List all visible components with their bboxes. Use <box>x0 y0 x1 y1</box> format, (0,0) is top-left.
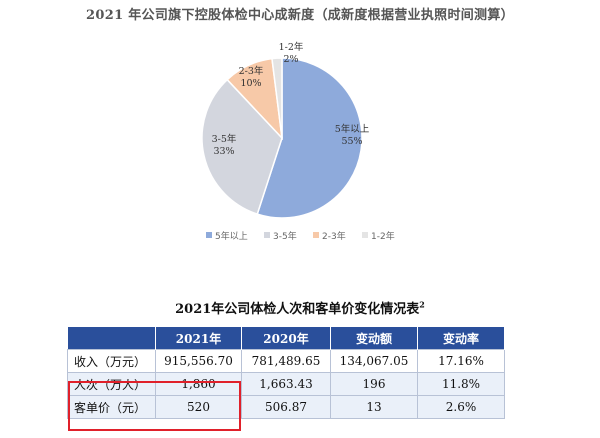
legend-swatch <box>313 232 319 238</box>
table-title-text: 2021年公司体检人次和客单价变化情况表 <box>175 302 420 317</box>
footnote-marker: 2 <box>419 299 425 310</box>
data-table: 2021年 2020年 变动额 变动率 收入（万元） 915,556.70 78… <box>67 327 505 419</box>
row-label: 收入（万元） <box>67 349 156 373</box>
pie-slice <box>256 57 363 219</box>
table-cell: 1,860 <box>155 372 242 396</box>
table-cell: 915,556.70 <box>155 349 242 373</box>
legend-swatch <box>264 232 270 238</box>
table-row: 人次（万人） 1,860 1,663.43 196 11.8% <box>67 372 505 396</box>
slice-category-label: 3-5年 <box>212 133 237 145</box>
header-cell-change-rate: 变动率 <box>417 327 505 350</box>
table-title: 2021年公司体检人次和客单价变化情况表2 <box>0 298 600 317</box>
table-cell: 2.6% <box>417 395 505 419</box>
chart-legend: 5年以上 3-5年 2-3年 1-2年 <box>206 229 406 243</box>
legend-label: 1-2年 <box>371 232 395 242</box>
legend-item-3-5: 3-5年 <box>264 229 297 242</box>
table-cell: 11.8% <box>417 372 505 396</box>
table-cell: 506.87 <box>241 395 331 419</box>
legend-item-5plus: 5年以上 <box>206 229 248 242</box>
chart-title: 2021 年公司旗下控股体检中心成新度（成新度根据营业执照时间测算） <box>86 8 514 23</box>
slice-category-label: 1-2年 <box>279 41 304 53</box>
table-cell: 13 <box>330 395 418 419</box>
table-cell: 1,663.43 <box>241 372 331 396</box>
slice-value-label: 10% <box>240 78 261 89</box>
slice-category-label: 5年以上 <box>335 123 370 135</box>
table-header-row: 2021年 2020年 变动额 变动率 <box>67 327 505 350</box>
highlight-box <box>68 381 241 431</box>
row-label: 客单价（元） <box>67 395 156 419</box>
pie-slice <box>271 57 283 139</box>
legend-swatch <box>206 232 212 238</box>
table-cell: 134,067.05 <box>330 349 418 373</box>
legend-label: 5年以上 <box>215 232 248 242</box>
header-cell-2020: 2020年 <box>241 327 331 350</box>
legend-item-2-3: 2-3年 <box>313 229 346 242</box>
header-cell-change-amount: 变动额 <box>330 327 418 350</box>
legend-label: 3-5年 <box>273 232 297 242</box>
slice-value-label: 2% <box>283 54 298 65</box>
pie-slice <box>201 78 283 216</box>
legend-item-1-2: 1-2年 <box>362 229 395 242</box>
slice-category-label: 2-3年 <box>239 65 264 77</box>
table-cell: 781,489.65 <box>241 349 331 373</box>
table-cell: 520 <box>155 395 242 419</box>
table-row: 客单价（元） 520 506.87 13 2.6% <box>67 395 505 419</box>
table-row: 收入（万元） 915,556.70 781,489.65 134,067.05 … <box>67 349 505 373</box>
legend-swatch <box>362 232 368 238</box>
slice-value-label: 33% <box>213 146 234 157</box>
header-cell-empty <box>67 327 156 350</box>
slice-value-label: 55% <box>341 136 362 147</box>
table-cell: 17.16% <box>417 349 505 373</box>
header-cell-2021: 2021年 <box>155 327 242 350</box>
legend-label: 2-3年 <box>322 232 346 242</box>
table-cell: 196 <box>330 372 418 396</box>
